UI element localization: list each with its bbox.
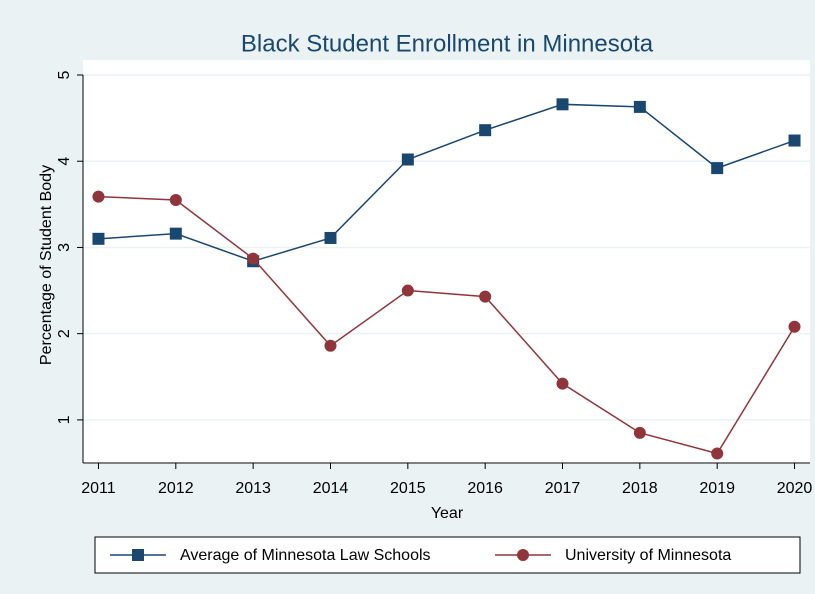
y-axis-label: Percentage of Student Body	[38, 165, 55, 365]
legend-marker	[132, 549, 144, 561]
point	[169, 227, 182, 240]
x-tick-label: 2019	[699, 480, 735, 497]
point	[324, 231, 337, 244]
x-tick-label: 2012	[158, 480, 194, 497]
x-tick-label: 2014	[313, 480, 349, 497]
legend-label: Average of Minnesota Law Schools	[180, 547, 431, 564]
legend-label: University of Minnesota	[565, 547, 731, 564]
point	[92, 232, 105, 245]
point	[169, 194, 182, 207]
series-line	[98, 195, 796, 455]
y-tick-label: 4	[56, 157, 73, 166]
legend-marker	[517, 549, 529, 561]
x-tick-label: 2011	[81, 480, 116, 497]
x-axis-label: Year	[431, 505, 464, 522]
x-tick-label: 2018	[622, 480, 658, 497]
series-line	[98, 103, 795, 263]
y-tick-label: 5	[56, 70, 73, 79]
point	[324, 339, 337, 352]
x-tick-label: 2020	[777, 480, 813, 497]
point	[711, 447, 724, 460]
plot-area	[83, 60, 810, 464]
point	[711, 162, 724, 175]
point	[633, 426, 646, 439]
point	[788, 320, 801, 333]
x-tick-label: 2015	[390, 480, 426, 497]
point	[401, 284, 414, 297]
point	[479, 290, 492, 303]
x-tick-label: 2013	[235, 480, 271, 497]
point	[556, 377, 569, 390]
point	[556, 98, 569, 111]
y-tick-label: 3	[56, 243, 73, 252]
point	[479, 124, 492, 137]
point	[247, 252, 260, 265]
point	[401, 153, 414, 166]
y-tick-label: 1	[56, 415, 73, 424]
point	[92, 190, 105, 203]
y-tick-label: 2	[56, 329, 73, 338]
point	[788, 134, 801, 147]
x-tick-label: 2017	[545, 480, 581, 497]
point	[633, 100, 646, 113]
x-tick-label: 2016	[467, 480, 503, 497]
legend-box	[94, 536, 801, 574]
chart-title: Black Student Enrollment in Minnesota	[241, 30, 654, 57]
